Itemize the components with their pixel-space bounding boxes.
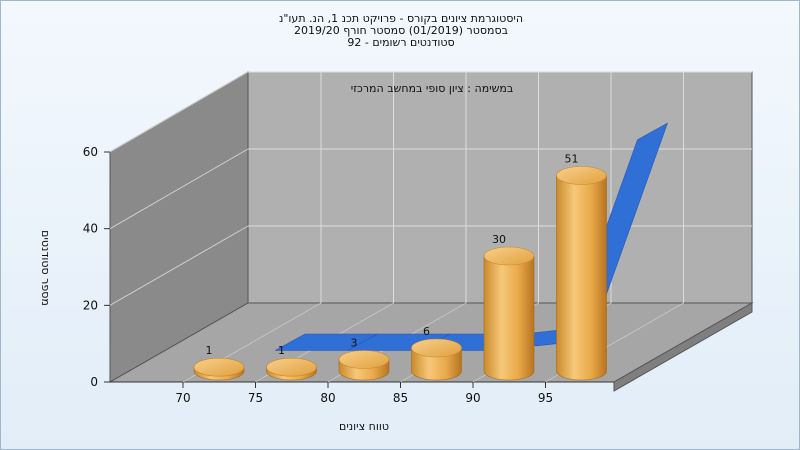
bar-value-label: 1 [206, 344, 213, 357]
x-tick-label: 85 [393, 391, 408, 405]
bar-value-label: 30 [492, 233, 506, 246]
y-tick-label: 20 [83, 298, 98, 312]
bar-cap [266, 357, 317, 377]
bar-body [483, 255, 535, 381]
chart-title-line-2: בסמסטר (01/2019) סמסטר חורף 2019/20 [294, 24, 508, 37]
bar-cap [483, 246, 535, 266]
chart-title-line-3: סטודנטים רשומים - 92 [347, 36, 455, 49]
chart-title-line-1: היסטוגרמת ציונים בקורס - פרויקט תכנ 1, ה… [278, 12, 524, 25]
y-ticks: 0 20 40 60 [83, 145, 110, 389]
gridline-left [109, 71, 249, 153]
x-tick-label: 95 [538, 391, 553, 405]
bar: 30 [483, 233, 535, 381]
bar-value-label: 1 [278, 344, 285, 357]
chart-subtitle: במשימה : ציון סופי במחשב המרכזי [351, 82, 514, 95]
x-ticks: 70 75 80 85 90 95 [175, 382, 553, 405]
bar-cap [338, 350, 390, 369]
bar: 1 [193, 344, 245, 381]
y-tick-label: 0 [90, 375, 98, 389]
bar: 6 [411, 325, 462, 381]
x-tick-label: 90 [465, 391, 480, 405]
y-tick-label: 60 [83, 145, 98, 159]
bar-cap [556, 166, 607, 185]
bars: 1 1 3 6 30 51 [193, 153, 607, 381]
x-tick-label: 80 [320, 391, 335, 405]
bar-value-label: 6 [423, 325, 430, 338]
x-tick-label: 75 [248, 391, 263, 405]
bar: 1 [266, 344, 317, 381]
bar: 3 [338, 337, 390, 381]
bar-value-label: 3 [351, 337, 358, 350]
gridline-left [109, 225, 249, 306]
right-edge [613, 302, 753, 392]
bar-cap [411, 338, 462, 358]
x-tick-label: 70 [175, 391, 190, 405]
bar-cap [193, 357, 245, 377]
y-axis-label: מספר סטודנטים [39, 230, 52, 306]
y-tick-label: 40 [83, 222, 98, 236]
x-axis-label: טווח ציונים [339, 420, 389, 433]
gridline-left [109, 148, 249, 230]
bar: 51 [556, 153, 607, 381]
bar-body [556, 175, 607, 381]
bar-value-label: 51 [565, 153, 579, 166]
